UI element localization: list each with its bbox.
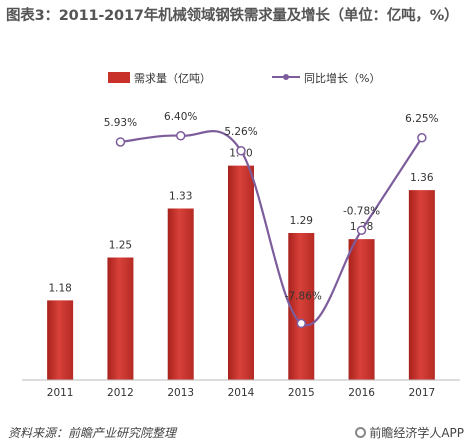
brand: 前瞻经济学人APP: [355, 424, 464, 441]
bar-label-2017: 1.36: [410, 172, 434, 184]
x-tick-2012: 2012: [107, 387, 134, 399]
line-series: 5.93% 6.40% 5.26% -7.86% -0.78% 6.25%: [104, 111, 439, 329]
legend-label-demand: 需求量（亿吨）: [134, 72, 211, 85]
legend-label-growth: 同比增长（%）: [304, 71, 380, 85]
x-tick-2017: 2017: [408, 387, 435, 399]
brand-logo-icon: [355, 427, 367, 438]
x-tick-2013: 2013: [167, 387, 194, 399]
bar-2017: [408, 190, 435, 380]
growth-label-2014: 5.26%: [224, 126, 257, 138]
growth-label-2015: -7.86%: [285, 290, 322, 302]
bar-label-2011: 1.18: [48, 282, 71, 294]
x-tick-2016: 2016: [348, 387, 375, 399]
bar-2015: [288, 233, 315, 380]
growth-marker-2016: [356, 225, 367, 236]
bar-label-2013: 1.33: [169, 191, 192, 203]
x-tick-2014: 2014: [228, 387, 255, 399]
legend: 需求量（亿吨） 同比增长（%）: [108, 71, 380, 85]
bar-series: 1.181.251.331.401.291.281.36: [47, 148, 435, 380]
bar-2012: [107, 257, 134, 380]
growth-marker-2013: [175, 131, 186, 141]
x-tick-2011: 2011: [47, 387, 74, 399]
x-axis: 2011 2012 2013 2014 2015 2016 2017: [22, 379, 460, 399]
bar-2011: [47, 300, 74, 380]
source-note: 资料来源：前瞻产业研究院整理: [8, 426, 177, 440]
bar-2013: [167, 208, 194, 380]
legend-bar-swatch: [108, 72, 130, 83]
bar-2014: [228, 165, 254, 380]
growth-line: [120, 130, 423, 327]
brand-text: 前瞻经济学人APP: [369, 426, 464, 440]
growth-label-2012: 5.93%: [104, 117, 137, 129]
growth-marker-2012: [115, 137, 126, 147]
chart-title: 图表3：2011-2017年机械领域钢铁需求量及增长（单位：亿吨，%）: [6, 8, 459, 24]
growth-label-2017: 6.25%: [405, 113, 438, 125]
growth-marker-2014: [236, 146, 246, 156]
growth-marker-2017: [417, 133, 427, 143]
x-tick-2015: 2015: [288, 387, 315, 399]
growth-label-2016: -0.78%: [343, 205, 380, 217]
bar-label-2012: 1.25: [109, 240, 132, 252]
growth-marker-2015: [296, 318, 307, 329]
bar-label-2015: 1.29: [290, 215, 313, 227]
bar-2016: [348, 239, 375, 380]
growth-label-2013: 6.40%: [164, 111, 197, 123]
legend-line-marker: [283, 74, 289, 80]
